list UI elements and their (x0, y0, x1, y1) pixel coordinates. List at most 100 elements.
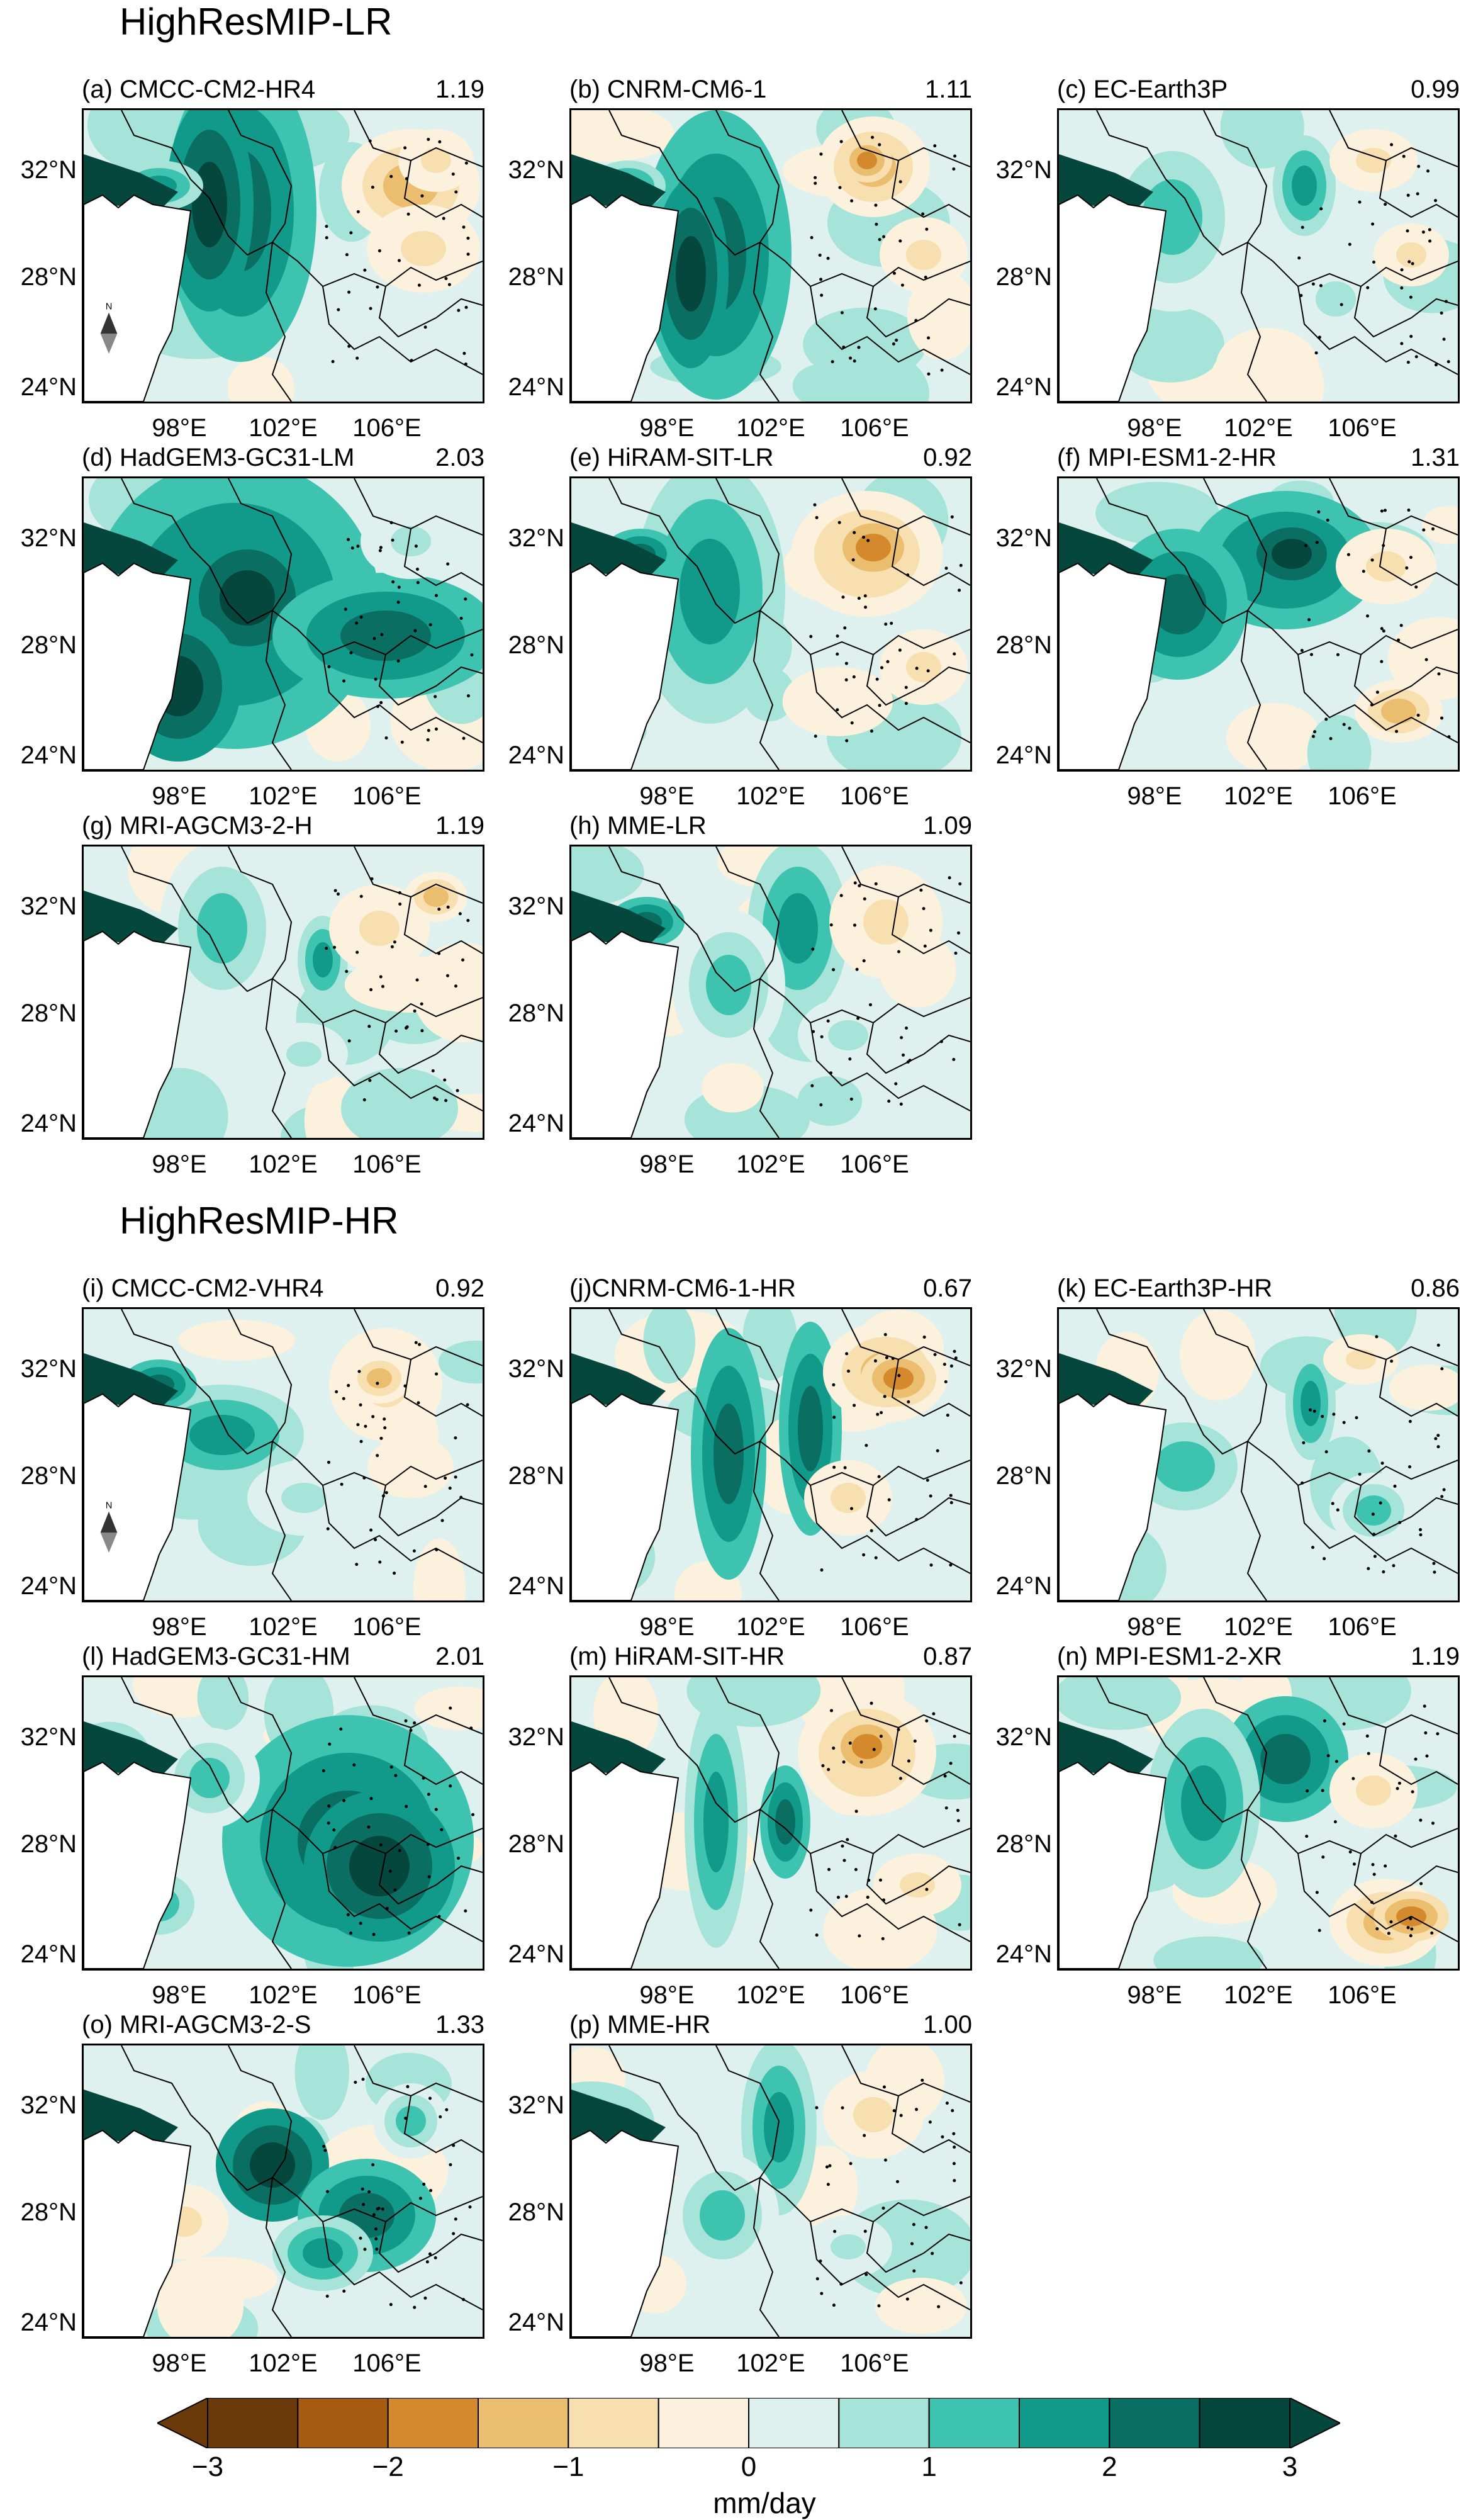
lon-tick-label: 102°E (249, 2349, 318, 2377)
colorbar-segment (207, 2398, 299, 2448)
significance-dot (372, 2213, 376, 2217)
panel-value: 1.31 (1411, 444, 1460, 471)
province-border (1203, 1677, 1268, 1810)
significance-dot (1318, 335, 1321, 339)
significance-dot (1406, 229, 1409, 233)
lon-tick-label: 98°E (1127, 1613, 1182, 1641)
contour-band (1301, 1381, 1321, 1426)
colorbar-unit: mm/day (713, 2487, 816, 2519)
province-border (378, 1485, 483, 1537)
significance-dot (434, 2256, 437, 2259)
significance-dot (864, 605, 868, 609)
significance-dot (444, 1477, 447, 1480)
lon-tick-label: 102°E (1224, 1981, 1293, 2009)
significance-dot (1371, 1512, 1375, 1516)
significance-dot (1416, 713, 1420, 717)
significance-dot (325, 225, 328, 228)
map-area: N (82, 108, 484, 403)
significance-dot (356, 544, 360, 548)
significance-dot (454, 2217, 457, 2221)
panel-value: 0.99 (1411, 76, 1460, 103)
significance-dot (870, 1529, 873, 1533)
significance-dot (389, 1765, 393, 1769)
significance-dot (1434, 199, 1438, 203)
significance-dot (1400, 342, 1404, 346)
panel-value: 0.86 (1411, 1274, 1460, 1302)
colorbar-extend-low (157, 2398, 208, 2448)
significance-dot (347, 1383, 350, 1387)
significance-dot (380, 633, 384, 636)
significance-dot (875, 677, 879, 681)
significance-dot (1442, 1488, 1446, 1492)
masked-region (1059, 562, 1167, 770)
lon-tick-label: 106°E (352, 1981, 422, 2009)
significance-dot (1315, 1891, 1319, 1894)
significance-dot (1399, 624, 1403, 627)
contour-band (906, 652, 941, 682)
province-border (322, 286, 483, 375)
significance-dot (462, 351, 466, 355)
province-border (403, 528, 483, 587)
significance-dot (454, 190, 458, 194)
masked-region (571, 1761, 680, 1969)
significance-dot (1342, 723, 1346, 726)
lat-tick-label: 32°N (508, 1355, 564, 1383)
map-panel: (a) CMCC-CM2-HR4 1.19 N 32°N 28°N 24°N 98°E 102… (21, 76, 484, 478)
panel-value: 2.01 (435, 1643, 484, 1670)
significance-dot (1348, 242, 1351, 246)
contour-band (831, 2234, 866, 2259)
colorbar-extend-high (1289, 2398, 1340, 2448)
significance-dot (867, 1878, 871, 1882)
contour-band (340, 610, 431, 661)
field-patch (1422, 506, 1458, 544)
significance-dot (812, 1030, 815, 1033)
significance-dot (449, 2163, 452, 2166)
province-border (715, 1309, 780, 1442)
significance-dot (385, 1906, 389, 1910)
significance-dot (841, 595, 845, 599)
significance-dot (388, 1869, 392, 1873)
significance-dot (1409, 556, 1413, 560)
lon-tick-label: 98°E (639, 1981, 695, 2009)
panel-title: (a) CMCC-CM2-HR4 (82, 76, 316, 103)
significance-dot (1419, 1818, 1423, 1822)
significance-dot (449, 1706, 452, 1710)
colorbar (157, 2398, 1340, 2448)
significance-dot (381, 2207, 384, 2211)
significance-dot (1358, 1472, 1362, 1476)
lon-tick-label: 106°E (840, 2349, 909, 2377)
significance-dot (1366, 286, 1370, 290)
precipitation-map (1059, 1309, 1458, 1600)
significance-dot (925, 1887, 929, 1891)
section-title-hr: HighResMIP-HR (120, 1200, 399, 1242)
plateau-edge (571, 891, 666, 947)
panel-value: 0.92 (435, 1274, 484, 1302)
contour-band (798, 1386, 823, 1471)
field-patch (782, 667, 893, 736)
significance-dot (926, 1478, 929, 1482)
significance-dot (405, 1025, 409, 1029)
significance-dot (1380, 509, 1384, 513)
significance-dot (327, 665, 331, 669)
map-panel: (o) MRI-AGCM3-2-S 1.33 32°N 28°N 24°N 98°E 102… (21, 2011, 484, 2414)
significance-dot (394, 1774, 398, 1777)
lat-tick-label: 24°N (20, 1110, 77, 1137)
north-arrow-bottom (100, 1533, 118, 1553)
significance-dot (369, 987, 373, 991)
significance-dot (902, 1053, 905, 1057)
precipitation-map (1059, 478, 1458, 770)
panel-title: (h) MME-LR (569, 812, 707, 840)
map-panel: (g) MRI-AGCM3-2-H 1.19 32°N 28°N 24°N 98°E 102… (21, 812, 484, 1215)
significance-dot (853, 531, 856, 534)
significance-dot (404, 1719, 408, 1723)
significance-dot (1434, 363, 1438, 367)
significance-dot (356, 210, 360, 213)
significance-dot (381, 1494, 385, 1498)
significance-dot (423, 1485, 427, 1488)
contour-band (313, 942, 333, 977)
significance-dot (853, 1403, 856, 1407)
significance-dot (418, 2197, 422, 2200)
significance-dot (919, 888, 923, 892)
significance-dot (469, 1726, 473, 1730)
significance-dot (953, 1735, 956, 1738)
